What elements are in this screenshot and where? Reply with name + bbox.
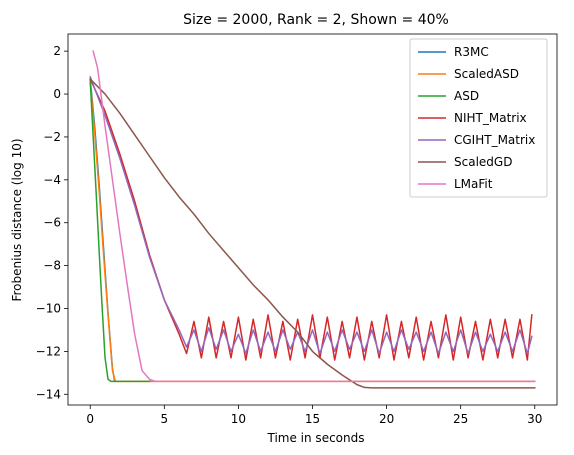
legend-label-cgiht-matrix: CGIHT_Matrix [454, 133, 535, 147]
y-tick-label: −8 [43, 259, 61, 273]
legend-label-scaledasd: ScaledASD [454, 67, 519, 81]
y-tick-label: −6 [43, 216, 61, 230]
x-tick-label: 10 [231, 412, 246, 426]
x-tick-label: 25 [453, 412, 468, 426]
series-line-niht-matrix [89, 78, 533, 361]
series-line-asd [89, 80, 151, 383]
x-tick-label: 30 [527, 412, 542, 426]
y-tick-label: −2 [43, 130, 61, 144]
legend-label-niht-matrix: NIHT_Matrix [454, 111, 527, 125]
y-tick-label: −10 [36, 301, 61, 315]
legend-label-asd: ASD [454, 89, 479, 103]
chart-title: Size = 2000, Rank = 2, Shown = 40% [183, 12, 449, 28]
x-tick-label: 0 [86, 412, 94, 426]
y-tick-label: −12 [36, 344, 61, 358]
x-tick-label: 20 [379, 412, 394, 426]
series-layer [89, 50, 536, 389]
y-tick-label: 0 [53, 87, 61, 101]
y-tick-label: −14 [36, 387, 61, 401]
legend-label-scaledgd: ScaledGD [454, 155, 512, 169]
legend-label-lmafit: LMaFit [454, 177, 493, 191]
x-tick-label: 15 [305, 412, 320, 426]
y-tick-label: −4 [43, 173, 61, 187]
y-tick-label: 2 [53, 44, 61, 58]
x-axis-label: Time in seconds [267, 431, 365, 445]
legend-label-r3mc: R3MC [454, 45, 489, 59]
series-line-lmafit [92, 50, 536, 383]
series-line-cgiht-matrix [89, 75, 533, 355]
x-tick-label: 5 [160, 412, 168, 426]
legend: R3MC ScaledASD ASD NIHT_Matrix CGIHT_Matrix S… [409, 38, 548, 198]
y-axis-label: Frobenius distance (log 10) [10, 138, 24, 301]
legend-box [409, 38, 548, 198]
series-line-scaledgd [89, 77, 536, 389]
series-line-scaledasd [89, 80, 536, 383]
